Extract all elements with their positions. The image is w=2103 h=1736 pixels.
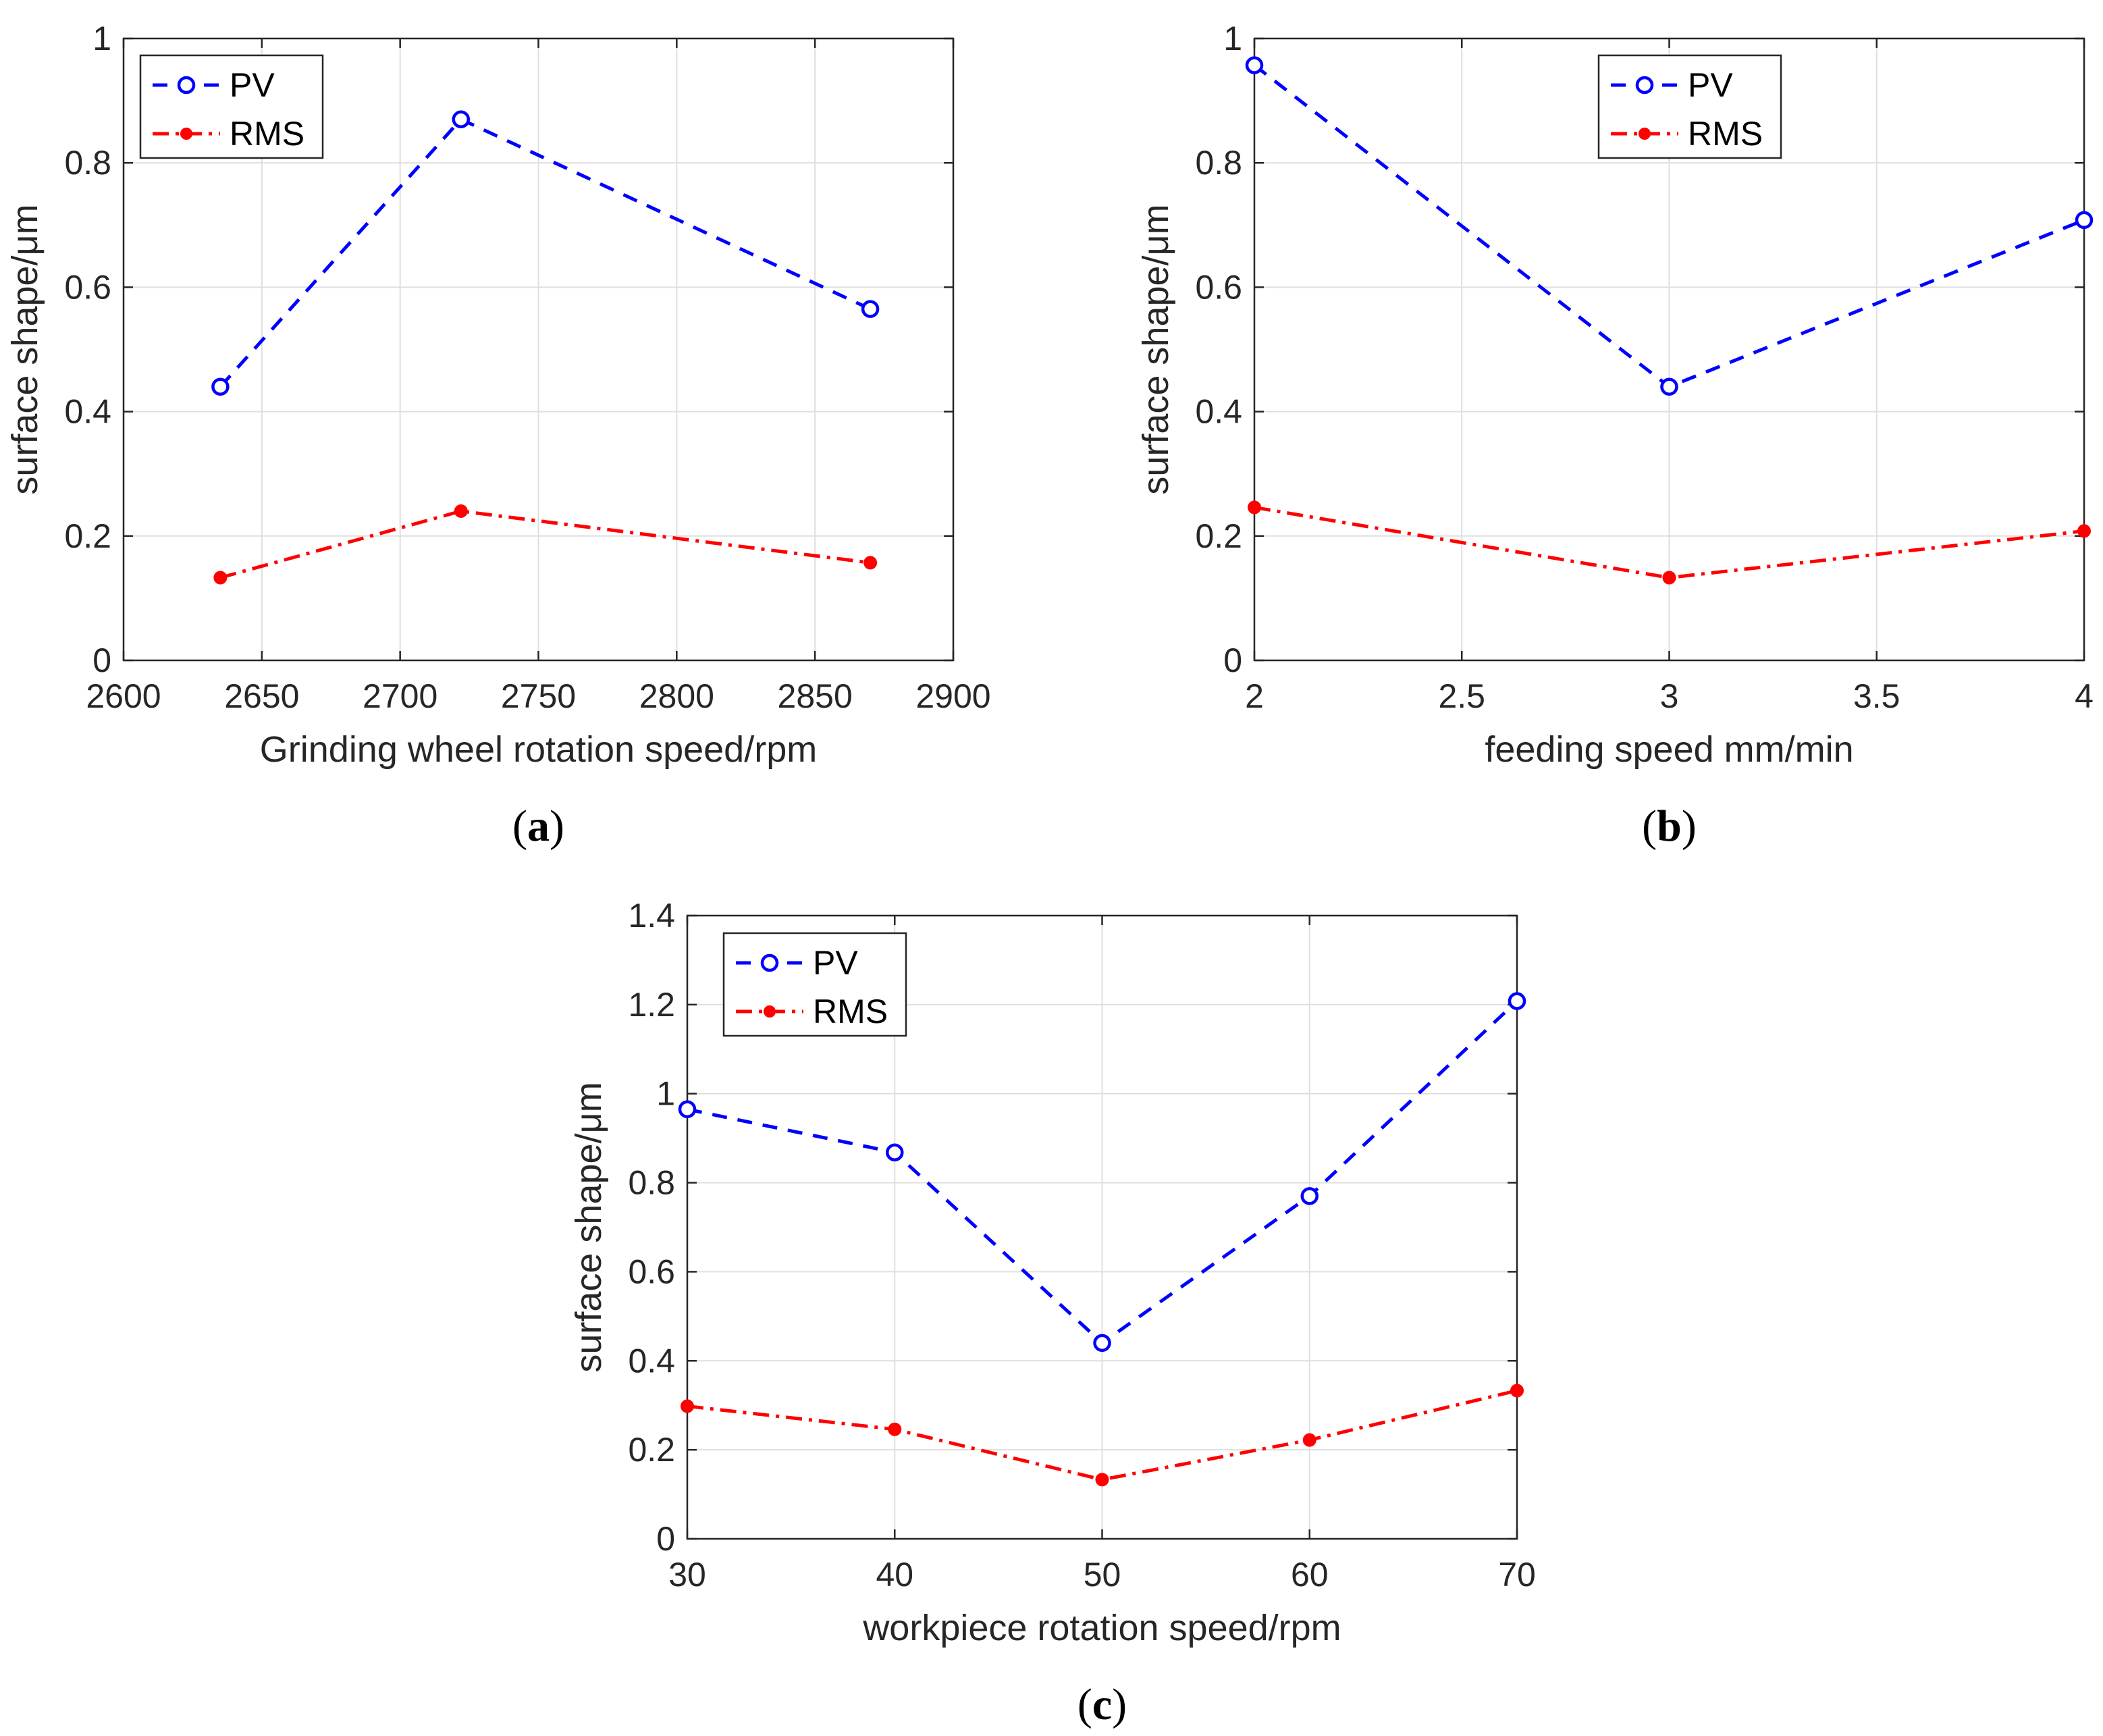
x-tick-label: 40 xyxy=(876,1556,913,1594)
legend-marker-pv xyxy=(760,953,779,972)
x-tick-label: 3.5 xyxy=(1853,677,1900,715)
y-tick-label: 1 xyxy=(92,20,111,57)
panel-label: (c) xyxy=(1077,1680,1127,1729)
legend-label-rms: RMS xyxy=(813,993,888,1030)
legend-marker-rms xyxy=(1639,128,1651,140)
data-point-rms xyxy=(1095,1473,1109,1487)
y-tick-label: 0.8 xyxy=(64,144,111,182)
chart-panel-b: 2 2.5 3 3.5 4 0 0.2 0.4 0.6 0.8 1 feeding speed mm/… xyxy=(1136,20,2094,851)
legend: PV RMS xyxy=(139,54,324,159)
data-point-pv xyxy=(861,300,880,318)
data-point-rms xyxy=(213,571,228,585)
x-tick-label: 2800 xyxy=(639,677,714,715)
x-tick-label: 2600 xyxy=(86,677,161,715)
y-tick-label: 0.4 xyxy=(64,393,111,431)
x-tick-label: 2650 xyxy=(224,677,299,715)
legend-label-pv: PV xyxy=(230,66,275,104)
x-tick-label: 2750 xyxy=(501,677,576,715)
data-point-rms xyxy=(1510,1384,1524,1398)
data-point-rms xyxy=(888,1422,902,1436)
x-tick-label: 3 xyxy=(1660,677,1679,715)
y-tick-label: 0 xyxy=(92,641,111,679)
data-point-pv xyxy=(1093,1334,1111,1352)
y-tick-label: 1 xyxy=(1223,20,1242,57)
data-point-pv xyxy=(2075,211,2094,230)
data-point-pv xyxy=(678,1100,697,1119)
x-tick-label: 2 xyxy=(1245,677,1264,715)
data-point-pv xyxy=(452,110,471,128)
data-point-pv xyxy=(211,377,230,396)
x-tick-label: 60 xyxy=(1291,1556,1329,1594)
legend-marker-rms xyxy=(764,1005,776,1018)
data-point-pv xyxy=(886,1143,904,1161)
panel-label: (a) xyxy=(512,801,564,851)
legend: PV RMS xyxy=(1597,54,1782,159)
x-axis-title: workpiece rotation speed/rpm xyxy=(862,1608,1341,1648)
y-axis-title: surface shape/μm xyxy=(1136,204,1176,494)
data-point-pv xyxy=(1300,1187,1319,1205)
x-tick-label: 70 xyxy=(1498,1556,1536,1594)
legend: PV RMS xyxy=(722,932,907,1037)
legend-label-pv: PV xyxy=(1688,66,1733,104)
data-point-pv xyxy=(1660,377,1678,396)
data-point-rms xyxy=(681,1399,694,1413)
x-tick-label: 30 xyxy=(668,1556,706,1594)
legend-label-rms: RMS xyxy=(230,115,304,153)
x-tick-label: 50 xyxy=(1084,1556,1121,1594)
x-tick-label: 2850 xyxy=(778,677,853,715)
x-tick-label: 2700 xyxy=(363,677,437,715)
y-tick-label: 0 xyxy=(1223,641,1242,679)
x-axis-title: feeding speed mm/min xyxy=(1485,729,1853,770)
y-tick-label: 1.4 xyxy=(628,897,675,935)
panel-label-letter: b xyxy=(1657,801,1682,851)
data-point-rms xyxy=(2077,524,2091,538)
y-tick-label: 0 xyxy=(656,1520,675,1558)
panel-label: (b) xyxy=(1642,801,1697,851)
y-tick-label: 0.2 xyxy=(64,517,111,555)
y-tick-label: 0.4 xyxy=(628,1342,675,1379)
y-tick-label: 1 xyxy=(656,1075,675,1113)
y-tick-label: 0.8 xyxy=(628,1164,675,1202)
legend-box xyxy=(139,54,324,159)
legend-label-pv: PV xyxy=(813,944,858,982)
data-point-rms xyxy=(1662,571,1676,585)
data-point-rms xyxy=(863,556,878,570)
legend-box xyxy=(722,932,907,1037)
legend-box xyxy=(1597,54,1782,159)
legend-label-rms: RMS xyxy=(1688,115,1763,153)
y-tick-label: 0.6 xyxy=(64,268,111,306)
y-axis-title: surface shape/μm xyxy=(5,204,45,494)
y-tick-label: 0.8 xyxy=(1195,144,1242,182)
x-tick-label: 2900 xyxy=(915,677,990,715)
legend-marker-rms xyxy=(180,128,192,140)
y-tick-label: 0.6 xyxy=(1195,268,1242,306)
data-point-rms xyxy=(454,504,468,518)
y-tick-label: 0.6 xyxy=(628,1253,675,1290)
y-tick-label: 1.2 xyxy=(628,986,675,1024)
x-tick-label: 2.5 xyxy=(1438,677,1485,715)
y-axis-title: surface shape/μm xyxy=(568,1082,609,1372)
data-point-rms xyxy=(1248,500,1261,515)
data-point-rms xyxy=(1302,1433,1316,1447)
chart-panel-a: 2600 2650 2700 2750 2800 2850 2900 0 0.2 0.4 0.6 0.… xyxy=(5,20,991,851)
x-tick-label: 4 xyxy=(2075,677,2094,715)
y-tick-label: 0.4 xyxy=(1195,393,1242,431)
panel-label-letter: a xyxy=(527,801,550,851)
data-point-pv xyxy=(1508,992,1526,1010)
x-axis-title: Grinding wheel rotation speed/rpm xyxy=(260,729,817,770)
data-point-pv xyxy=(1245,56,1264,74)
y-tick-label: 0.2 xyxy=(628,1431,675,1469)
y-tick-label: 0.2 xyxy=(1195,517,1242,555)
legend-marker-pv xyxy=(177,76,196,95)
panel-label-letter: c xyxy=(1092,1680,1112,1729)
chart-panel-c: 30 40 50 60 70 0 0.2 0.4 0.6 0.8 1 1.2 1.4 workpiece … xyxy=(568,897,1536,1729)
legend-marker-pv xyxy=(1635,76,1654,95)
